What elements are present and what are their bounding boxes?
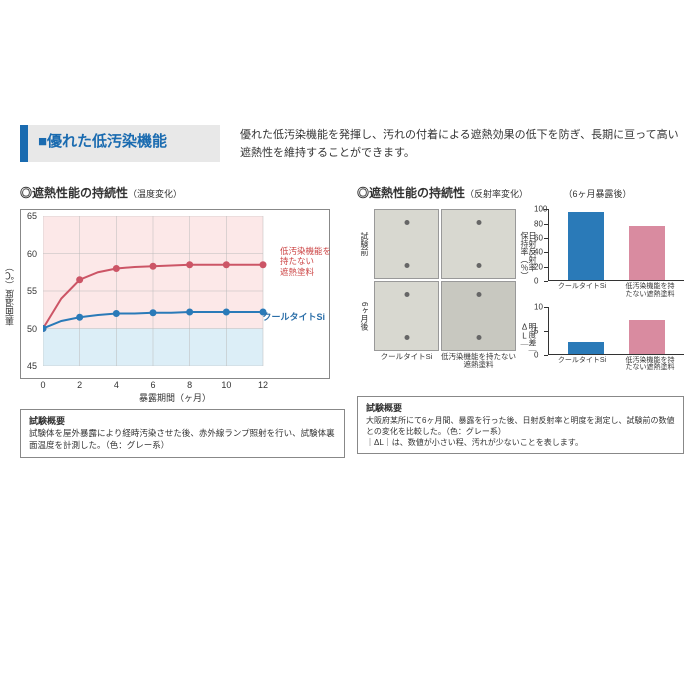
temperature-line-chart: 裏面温度（℃） 暴露期間（ヶ月） 低汚染機能を持たない遮熱塗料 クールタイトSi… <box>20 209 330 379</box>
left-subtitle-text: ◎遮熱性能の持続性 <box>20 186 128 200</box>
bar <box>568 342 604 354</box>
left-column: ◎遮熱性能の持続性（温度変化） 裏面温度（℃） 暴露期間（ヶ月） 低汚染機能を持… <box>20 184 345 457</box>
sample-row-after: 6ヶ月後 <box>357 281 372 351</box>
section-title: ■優れた低汚染機能 <box>20 125 220 162</box>
right-summary-header: 試験概要 <box>366 402 675 415</box>
sample-images: 試験前 6ヶ月後 クールタイトSi 低汚染機能を持たない遮熱塗料 <box>357 209 516 380</box>
line-chart-svg <box>43 216 323 366</box>
left-summary-body: 試験体を屋外暴露により経時汚染させた後、赤外線ランプ照射を行い、試験体裏面温度を… <box>29 428 336 452</box>
right-summary: 試験概要 大阪府某所にて6ヶ月間、暴露を行った後、日射反射率と明度を測定し、試験… <box>357 396 684 454</box>
bar <box>629 320 665 354</box>
right-subtitle-note2: （6ヶ月暴露後） <box>568 189 632 199</box>
left-subtitle: ◎遮熱性能の持続性（温度変化） <box>20 184 345 201</box>
bar <box>629 226 665 280</box>
bar-charts: 日射反射率保持率（％） クールタイトSi低汚染機能を持たない遮熱塗料 02040… <box>524 209 684 380</box>
sample-row-before: 試験前 <box>357 209 372 279</box>
sample-before-product <box>374 209 439 279</box>
bar <box>568 212 604 280</box>
brightness-bar-chart: 明度差｜ΔL｜ クールタイトSi低汚染機能を持たない遮熱塗料 0510 <box>524 307 684 372</box>
section-description: 優れた低汚染機能を発揮し、汚れの付着による遮熱効果の低下を防ぎ、長期に亘って高い… <box>240 125 680 162</box>
sample-after-competitor <box>441 281 516 351</box>
sample-after-product <box>374 281 439 351</box>
right-subtitle-text: ◎遮熱性能の持続性 <box>357 186 465 200</box>
line-chart-ylabel: 裏面温度（℃） <box>3 263 16 326</box>
right-subtitle-note: （反射率変化） <box>465 189 528 199</box>
left-subtitle-note: （温度変化） <box>128 189 182 199</box>
left-summary: 試験概要 試験体を屋外暴露により経時汚染させた後、赤外線ランプ照射を行い、試験体… <box>20 409 345 457</box>
line-chart-xlabel: 暴露期間（ヶ月） <box>139 391 211 404</box>
right-column: ◎遮熱性能の持続性（反射率変化） （6ヶ月暴露後） 試験前 6ヶ月後 クールタイト… <box>357 184 684 457</box>
legend-competitor: 低汚染機能を持たない遮熱塗料 <box>280 246 331 277</box>
sample-col-product: クールタイトSi <box>374 353 439 365</box>
left-summary-header: 試験概要 <box>29 415 336 428</box>
right-summary-body: 大阪府某所にて6ヶ月間、暴露を行った後、日射反射率と明度を測定し、試験前の数値と… <box>366 415 675 449</box>
right-subtitle: ◎遮熱性能の持続性（反射率変化） （6ヶ月暴露後） <box>357 184 684 201</box>
sample-col-competitor: 低汚染機能を持たない遮熱塗料 <box>441 353 516 365</box>
legend-product: クールタイトSi <box>262 310 325 323</box>
sample-before-competitor <box>441 209 516 279</box>
reflectance-bar-chart: 日射反射率保持率（％） クールタイトSi低汚染機能を持たない遮熱塗料 02040… <box>524 209 684 298</box>
